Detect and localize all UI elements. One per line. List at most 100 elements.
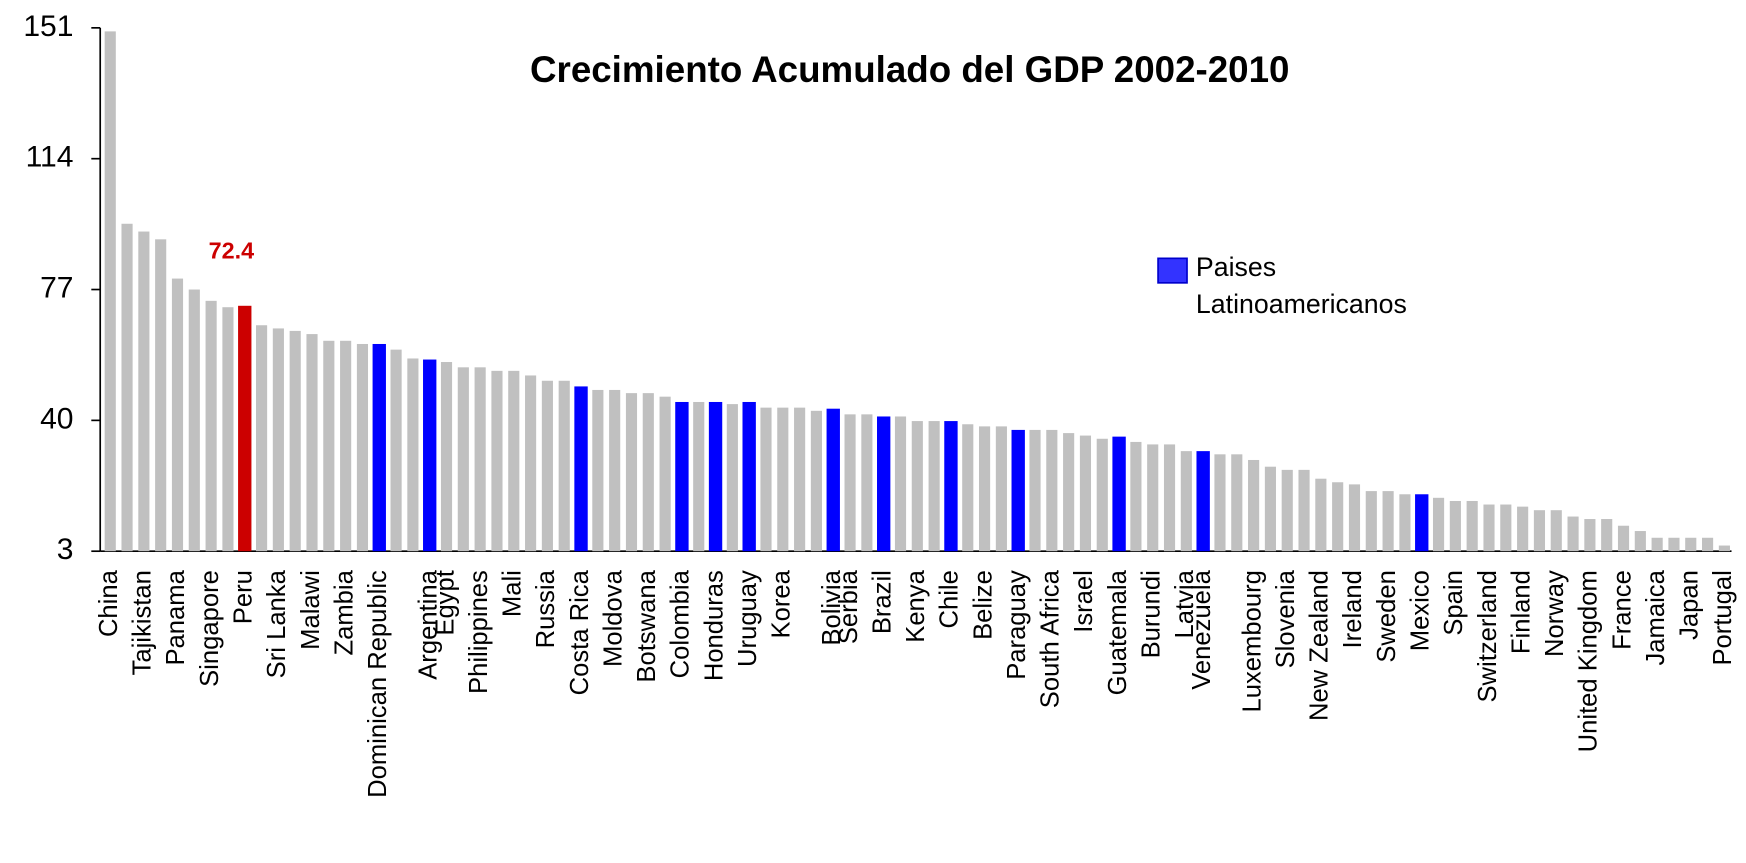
x-tick-label: Serbia (835, 569, 863, 644)
x-tick-label: Korea (768, 569, 796, 638)
bar (642, 393, 654, 552)
bar (726, 404, 738, 552)
bar (693, 401, 705, 552)
y-tick-label: 114 (26, 141, 74, 174)
bar (474, 367, 486, 552)
bar (810, 410, 823, 552)
bar (1063, 433, 1075, 552)
bar (1617, 525, 1630, 552)
x-tick-label: Moldova (599, 569, 627, 667)
bar (238, 305, 252, 552)
bar (1348, 484, 1361, 552)
x-tick-label: Dominican Republic (364, 570, 392, 798)
bar (760, 407, 772, 552)
bar (574, 386, 588, 552)
bar (1449, 500, 1461, 552)
bar (1281, 469, 1293, 552)
x-tick-label: Malawi (297, 570, 325, 650)
bar (1112, 436, 1126, 552)
legend-label: Paises Latinoamericanos (1195, 252, 1407, 320)
x-tick-label: Burundi (1137, 570, 1165, 658)
bar (708, 401, 723, 552)
x-tick-label: Spain (1440, 570, 1468, 636)
bar (457, 367, 469, 552)
bar (323, 340, 335, 552)
bar (1702, 537, 1714, 552)
y-tick-label: 40 (40, 402, 73, 435)
bar (1651, 537, 1663, 552)
x-tick-label: Mali (499, 570, 527, 617)
x-tick-label: Bolivia (818, 569, 846, 645)
bar (944, 421, 958, 552)
bar (794, 407, 806, 552)
x-tick-label: Honduras (700, 570, 728, 681)
x-tick-label: Mexico (1407, 570, 1435, 651)
bar (894, 416, 907, 552)
x-tick-label: Switzerland (1474, 570, 1502, 702)
bar (104, 31, 116, 552)
x-tick-label: Paraguay (1003, 570, 1031, 680)
bar (1668, 537, 1680, 552)
bar (525, 375, 537, 552)
x-tick-label: Singapore (196, 570, 224, 687)
x-tick-label: Belize (969, 570, 997, 640)
x-tick-label: Portugal (1709, 570, 1737, 665)
bar (1432, 497, 1445, 552)
bar (659, 396, 671, 552)
bar (289, 330, 301, 552)
bar (1196, 451, 1210, 552)
bar (1533, 510, 1546, 552)
bar (372, 343, 386, 552)
x-tick-label: Latvia (1171, 569, 1199, 638)
x-tick-label: Luxembourg (1238, 570, 1266, 712)
x-tick-label: Colombia (667, 569, 695, 678)
bar (1517, 506, 1529, 552)
x-tick-label: Panama (162, 569, 190, 665)
bar (491, 370, 503, 552)
bar (742, 401, 756, 552)
y-tick-label: 151 (23, 10, 73, 43)
x-tick-label: Jamaica (1642, 569, 1670, 665)
x-tick-label: Uruguay (734, 570, 762, 667)
x-tick-label: New Zealand (1306, 570, 1334, 721)
bar (121, 223, 133, 552)
x-tick-label: Chile (936, 570, 964, 628)
bar (340, 340, 352, 552)
y-tick-label: 77 (40, 271, 73, 304)
bar (272, 328, 284, 552)
bar (407, 358, 419, 552)
x-tick-label: Venezuela (1188, 569, 1216, 689)
bar (222, 307, 234, 552)
bar (171, 278, 184, 552)
bar (1382, 491, 1394, 552)
x-tick-label: Egypt (431, 570, 459, 636)
bar (423, 359, 437, 552)
bar (1096, 438, 1108, 552)
bar (1029, 429, 1041, 552)
x-tick-label: Sweden (1373, 570, 1401, 663)
bar (1399, 494, 1411, 552)
legend: Paises Latinoamericanos (1195, 252, 1407, 320)
bar (1601, 519, 1613, 552)
bar (826, 408, 840, 552)
x-tick-label: Slovenia (1272, 569, 1300, 668)
bar (558, 380, 570, 552)
x-tick-label: Botswana (633, 569, 661, 682)
bar (1584, 519, 1596, 552)
bar (1466, 500, 1478, 552)
bar (1567, 516, 1579, 552)
x-tick-label: Brazil (868, 570, 896, 634)
bar (1130, 441, 1142, 552)
x-tick-label: Costa Rica (566, 569, 594, 695)
bar (1365, 491, 1377, 552)
bar (979, 426, 991, 552)
x-tick-label: Guatemala (1104, 569, 1132, 695)
bar (1500, 504, 1512, 552)
bar (1046, 429, 1058, 552)
bar (1163, 444, 1176, 552)
bar (1248, 459, 1260, 552)
value-label: 72.4 (209, 238, 255, 264)
x-tick-label: Israel (1070, 570, 1098, 633)
x-tick-label: United Kingdom (1575, 570, 1603, 752)
